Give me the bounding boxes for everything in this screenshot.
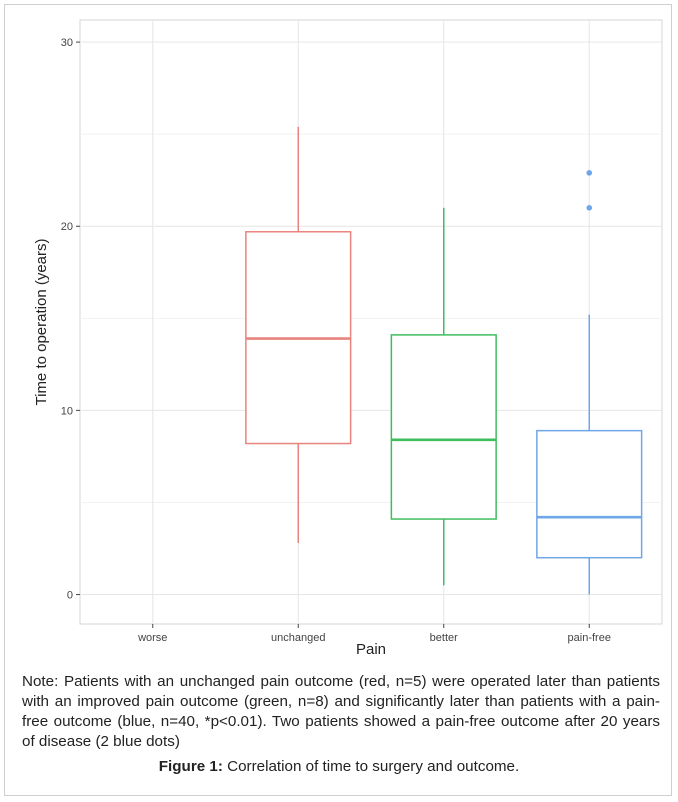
box-iqr	[390, 334, 497, 520]
x-tick-label: pain-free	[568, 632, 611, 644]
outlier-point	[586, 205, 593, 211]
y-axis: 0 10 20 30	[61, 37, 80, 602]
box-iqr	[536, 429, 643, 559]
caption-text: Correlation of time to surgery and outco…	[222, 758, 520, 775]
y-tick-label: 0	[67, 590, 73, 602]
figure-note: Note: Patients with an unchanged pain ou…	[22, 673, 660, 750]
x-tick-label: worse	[137, 632, 167, 644]
boxes	[245, 126, 643, 595]
y-tick-label: 30	[61, 37, 73, 49]
x-axis: worse unchanged better pain-free	[137, 624, 611, 644]
x-tick-label: better	[430, 632, 458, 644]
caption-label: Figure 1:	[158, 758, 223, 775]
figure-caption: Figure 1: Correlation of time to surgery…	[0, 758, 678, 775]
y-axis-label: Time to operation (years)	[33, 238, 50, 405]
x-tick-label: unchanged	[271, 632, 325, 644]
boxplot-chart: 0 10 20 30 worse unchanged better pain-free Ti…	[33, 19, 663, 658]
y-tick-label: 20	[61, 221, 73, 233]
x-axis-label: Pain	[356, 641, 386, 658]
outlier-point	[586, 170, 593, 176]
y-tick-label: 10	[61, 405, 73, 417]
